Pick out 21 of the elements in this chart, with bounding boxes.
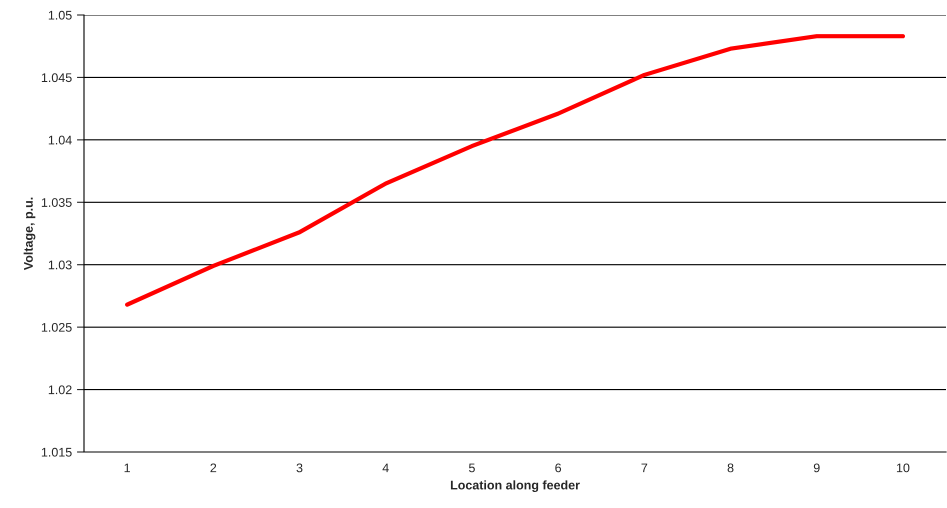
x-axis-title: Location along feeder [450,480,580,492]
x-tick-label: 3 [296,463,302,472]
x-tick-label: 8 [728,463,734,472]
y-axis-title: Voltage, p.u. [24,198,36,270]
x-tick-label: 1 [124,464,130,472]
x-tick-label: 5 [468,464,475,472]
y-tick-label: 1.035 [42,198,72,207]
x-tick-label: 9 [814,463,820,472]
y-tick-label: 1.015 [42,448,72,457]
y-tick-label: 1.02 [48,385,72,394]
y-tick-label: 1.025 [42,322,72,332]
y-tick-label: 1.04 [48,136,72,145]
x-tick-label: 10 [896,463,910,472]
x-tick-label: 4 [382,464,389,472]
x-tick-label: 2 [210,463,216,472]
y-tick-label: 1.05 [48,10,72,20]
y-tick-label: 1.03 [48,260,72,270]
x-tick-label: 6 [555,463,562,472]
line-series [125,34,906,307]
x-tick-label: 7 [642,464,648,472]
y-tick-label: 1.045 [42,73,72,82]
